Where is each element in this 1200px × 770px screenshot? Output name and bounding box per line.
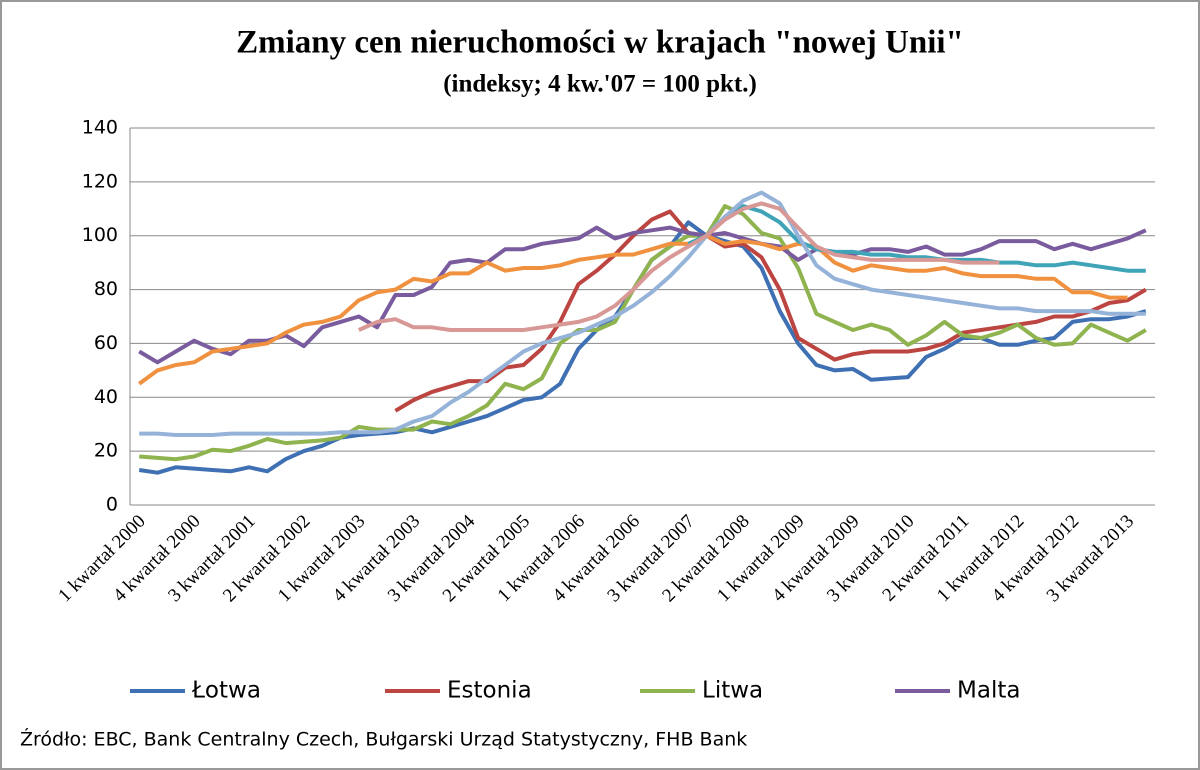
y-tick-label: 20 — [94, 440, 118, 462]
series-line — [138, 225, 1147, 365]
chart-subtitle: (indeksy; 4 kw.'07 = 100 pkt.) — [443, 71, 757, 98]
source: Źródło: EBC, Bank Centralny Czech, Bułga… — [20, 728, 747, 751]
series-line — [138, 233, 1128, 386]
series-line — [357, 201, 1000, 332]
chart-title: Zmiany cen nieruchomości w krajach "nowe… — [236, 25, 964, 61]
y-tick-label: 60 — [94, 332, 118, 354]
y-tick-label: 120 — [82, 170, 118, 192]
y-tick-label: 100 — [82, 224, 118, 246]
y-tick-label: 140 — [82, 117, 118, 139]
series-line — [394, 209, 1147, 413]
legend-label: Estonia — [447, 678, 532, 704]
y-tick-label: 0 — [106, 494, 118, 516]
legend-label: Litwa — [702, 678, 763, 704]
series-line — [687, 204, 1146, 273]
y-tick-label: 80 — [94, 278, 118, 300]
legend-label: Malta — [957, 678, 1020, 704]
series-line — [139, 204, 1147, 462]
y-tick-label: 40 — [94, 386, 118, 408]
series-line — [139, 190, 1146, 437]
legend-label: Łotwa — [191, 678, 261, 704]
